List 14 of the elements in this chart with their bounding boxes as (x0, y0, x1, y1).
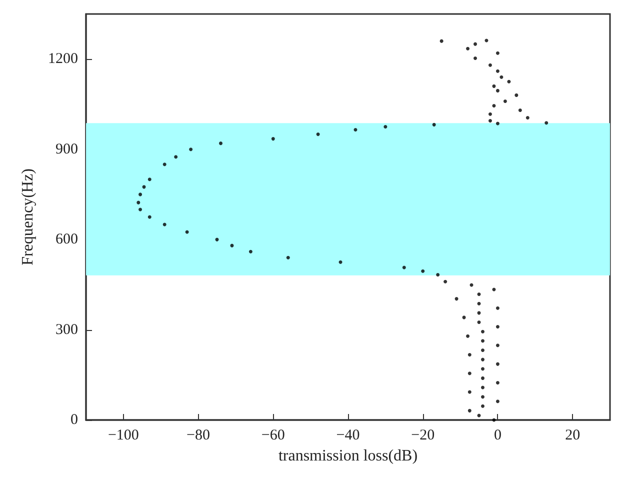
y-axis-title: Frequency(Hz) (20, 168, 36, 266)
x-axis-title: transmission loss(dB) (278, 448, 418, 464)
x-tick-label: −60 (261, 428, 285, 444)
x-tick-label: −80 (186, 428, 210, 444)
y-tick-label: 600 (56, 232, 78, 248)
x-tick-label: −100 (108, 428, 139, 444)
y-tick-label: 0 (70, 412, 78, 428)
y-tick-label: 1200 (48, 51, 78, 68)
x-tick-label: −20 (411, 428, 435, 444)
y-tick-label: 900 (56, 141, 78, 158)
x-tick-label: 20 (565, 428, 580, 444)
x-tick-label: −40 (336, 428, 360, 444)
x-tick-label: 0 (494, 428, 502, 444)
y-tick-label: 300 (56, 322, 78, 338)
